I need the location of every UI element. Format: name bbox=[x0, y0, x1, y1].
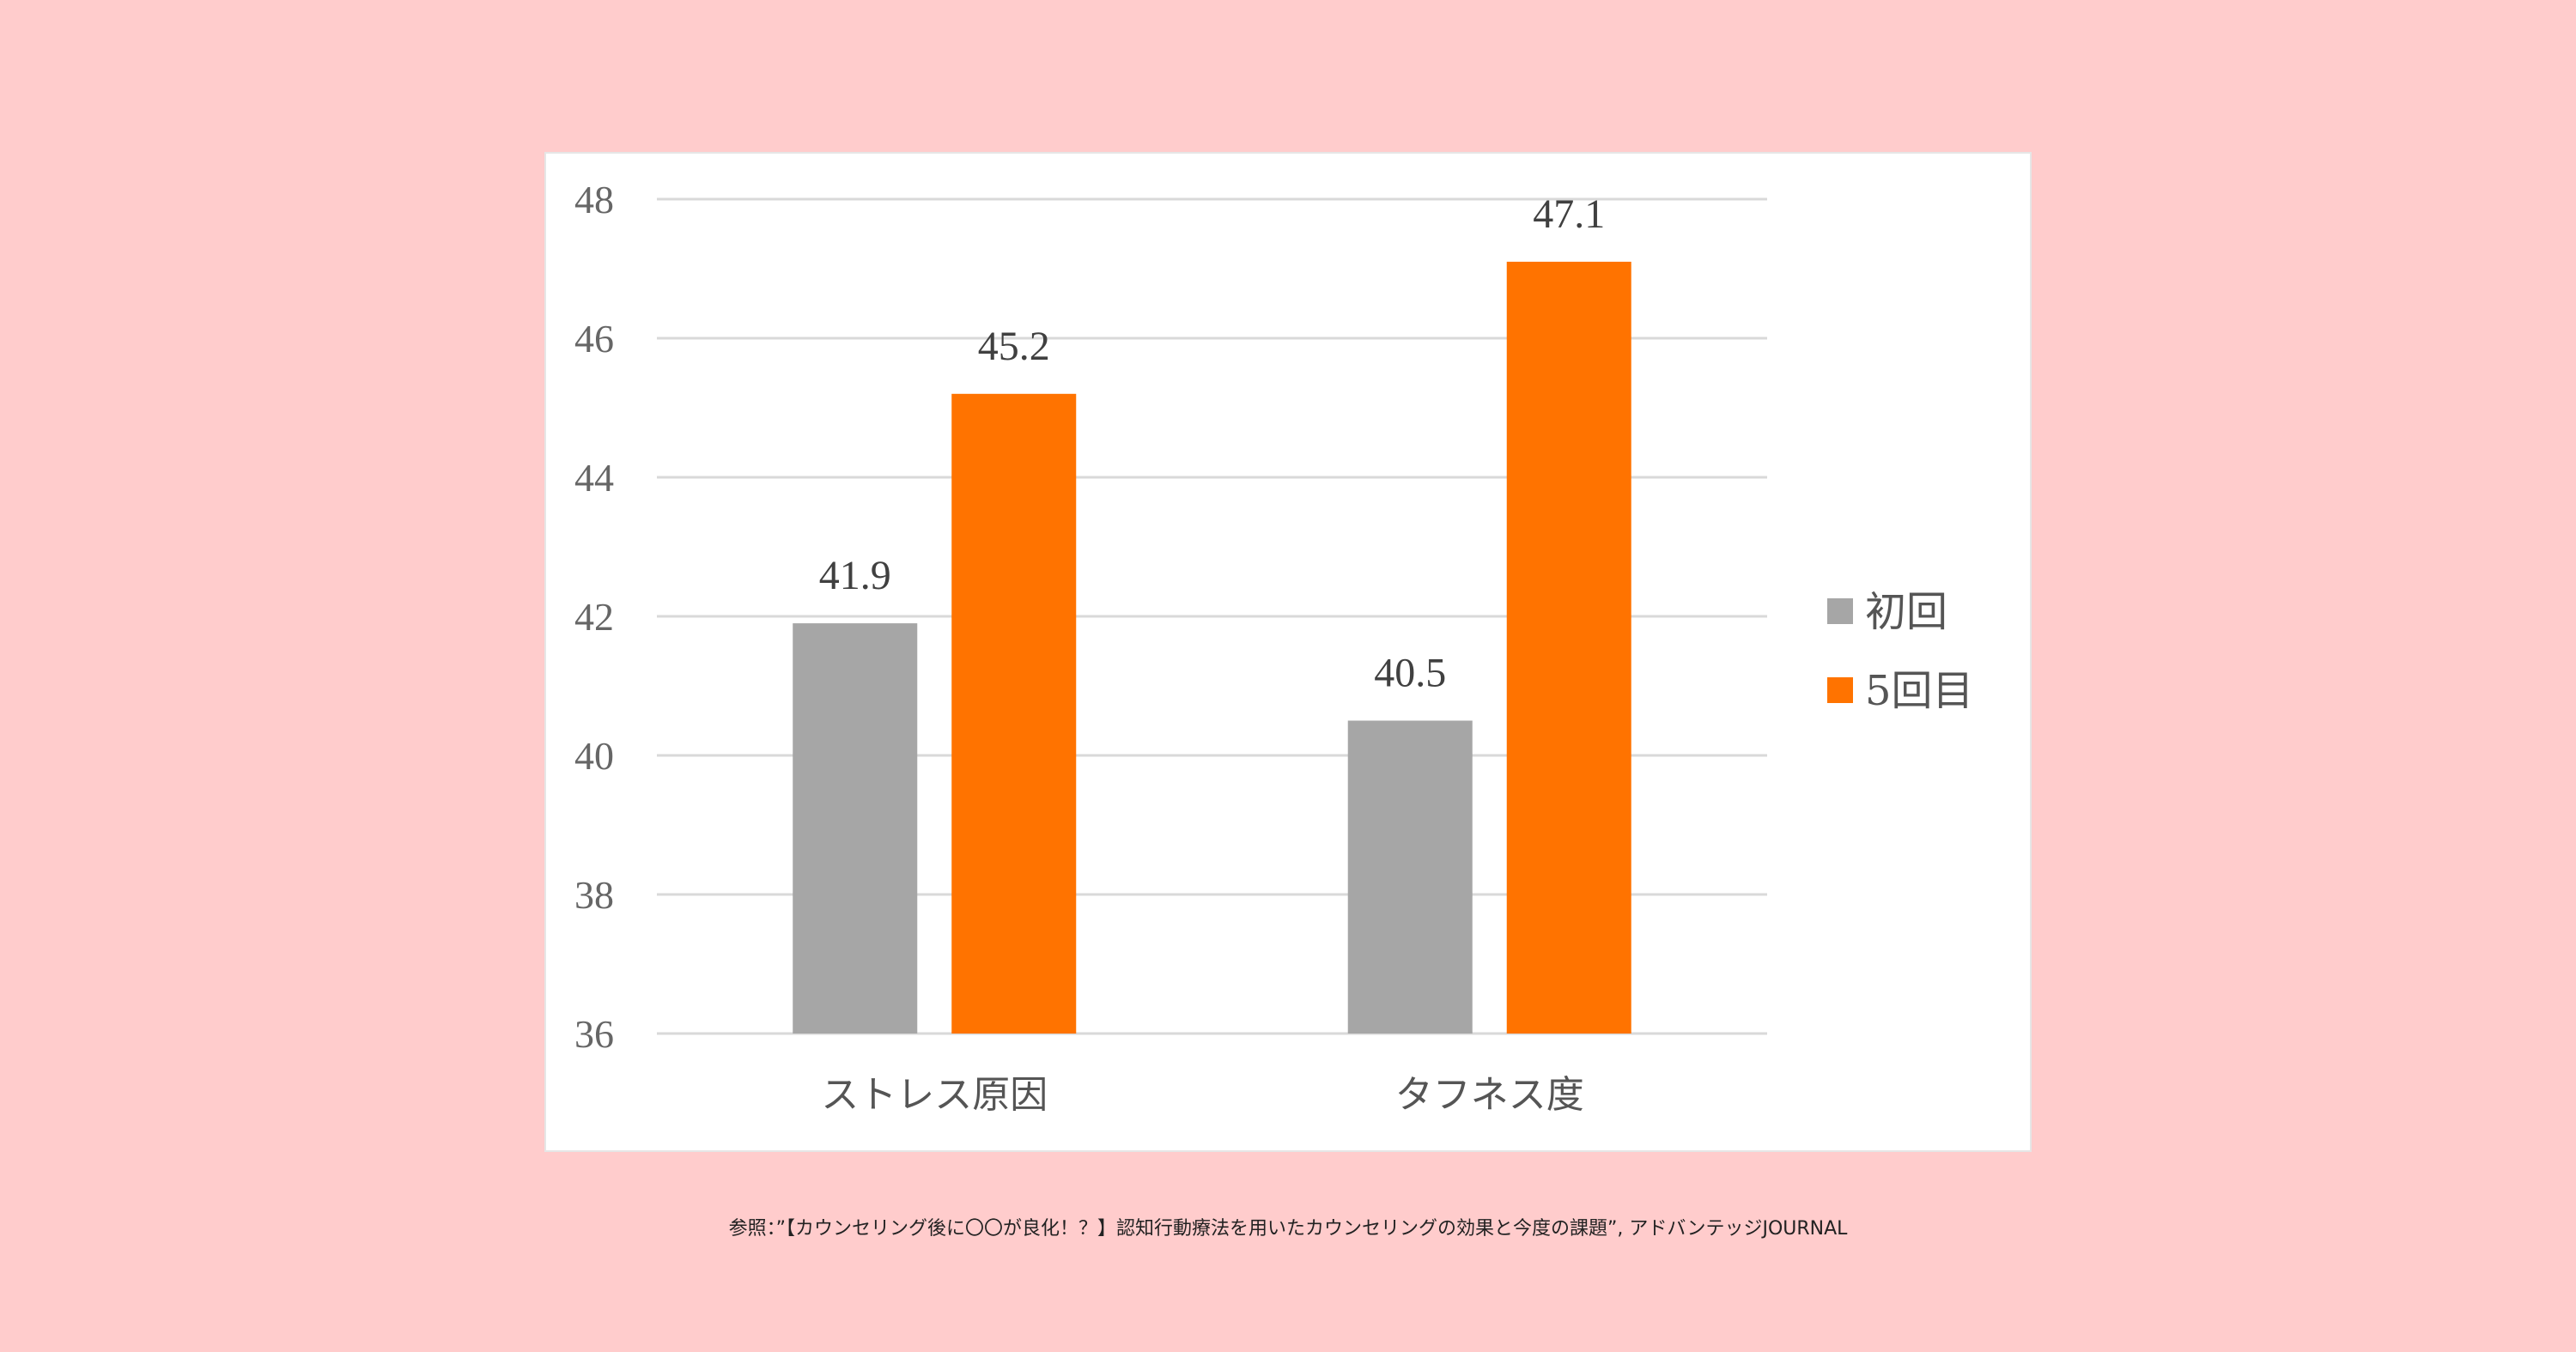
y-tick-label: 40 bbox=[574, 734, 614, 778]
bar bbox=[793, 623, 918, 1034]
source-caption: 参照：”【カウンセリング後に〇〇が良化！？】認知行動療法を用いたカウンセリングの… bbox=[728, 1218, 1848, 1240]
bar bbox=[1347, 720, 1473, 1034]
legend-swatch bbox=[1827, 677, 1853, 703]
bar bbox=[951, 393, 1077, 1034]
y-tick-label: 42 bbox=[574, 595, 614, 639]
legend-swatch bbox=[1827, 598, 1853, 624]
y-tick-label: 44 bbox=[574, 456, 614, 500]
data-label: 45.2 bbox=[978, 324, 1050, 369]
chart-panel bbox=[544, 152, 2032, 1152]
category-label: ストレス原因 bbox=[821, 1073, 1048, 1117]
legend-label: 初回 bbox=[1865, 588, 1947, 636]
legend-label: 5回目 bbox=[1865, 667, 1974, 715]
category-label: タフネス度 bbox=[1395, 1073, 1584, 1117]
y-tick-label: 36 bbox=[574, 1012, 614, 1056]
data-label: 41.9 bbox=[819, 553, 891, 598]
data-label: 40.5 bbox=[1374, 651, 1446, 696]
y-tick-label: 48 bbox=[574, 178, 614, 221]
bar bbox=[1506, 261, 1631, 1034]
y-tick-label: 46 bbox=[574, 317, 614, 361]
data-label: 47.1 bbox=[1533, 191, 1605, 237]
y-tick-label: 38 bbox=[574, 873, 614, 917]
